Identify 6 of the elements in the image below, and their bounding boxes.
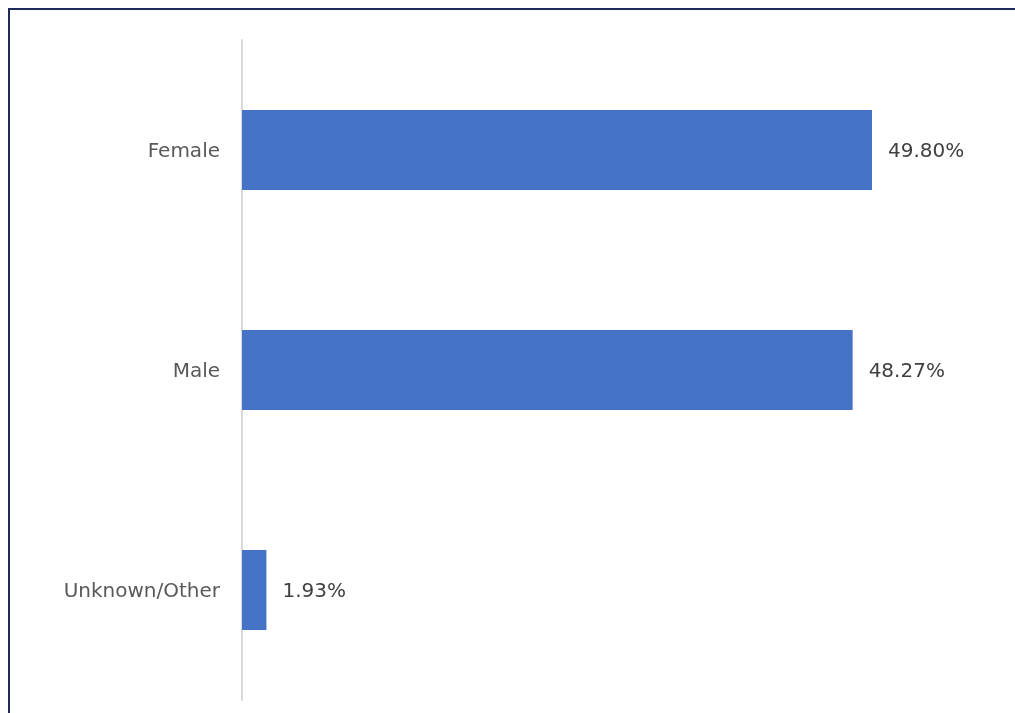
y-tick-label: Male xyxy=(172,358,220,382)
data-label: 49.80% xyxy=(888,138,965,162)
y-tick-label: Female xyxy=(147,138,220,162)
y-tick-label: Unknown/Other xyxy=(63,578,221,602)
data-label: 48.27% xyxy=(868,358,945,382)
data-label: 1.93% xyxy=(282,578,346,602)
